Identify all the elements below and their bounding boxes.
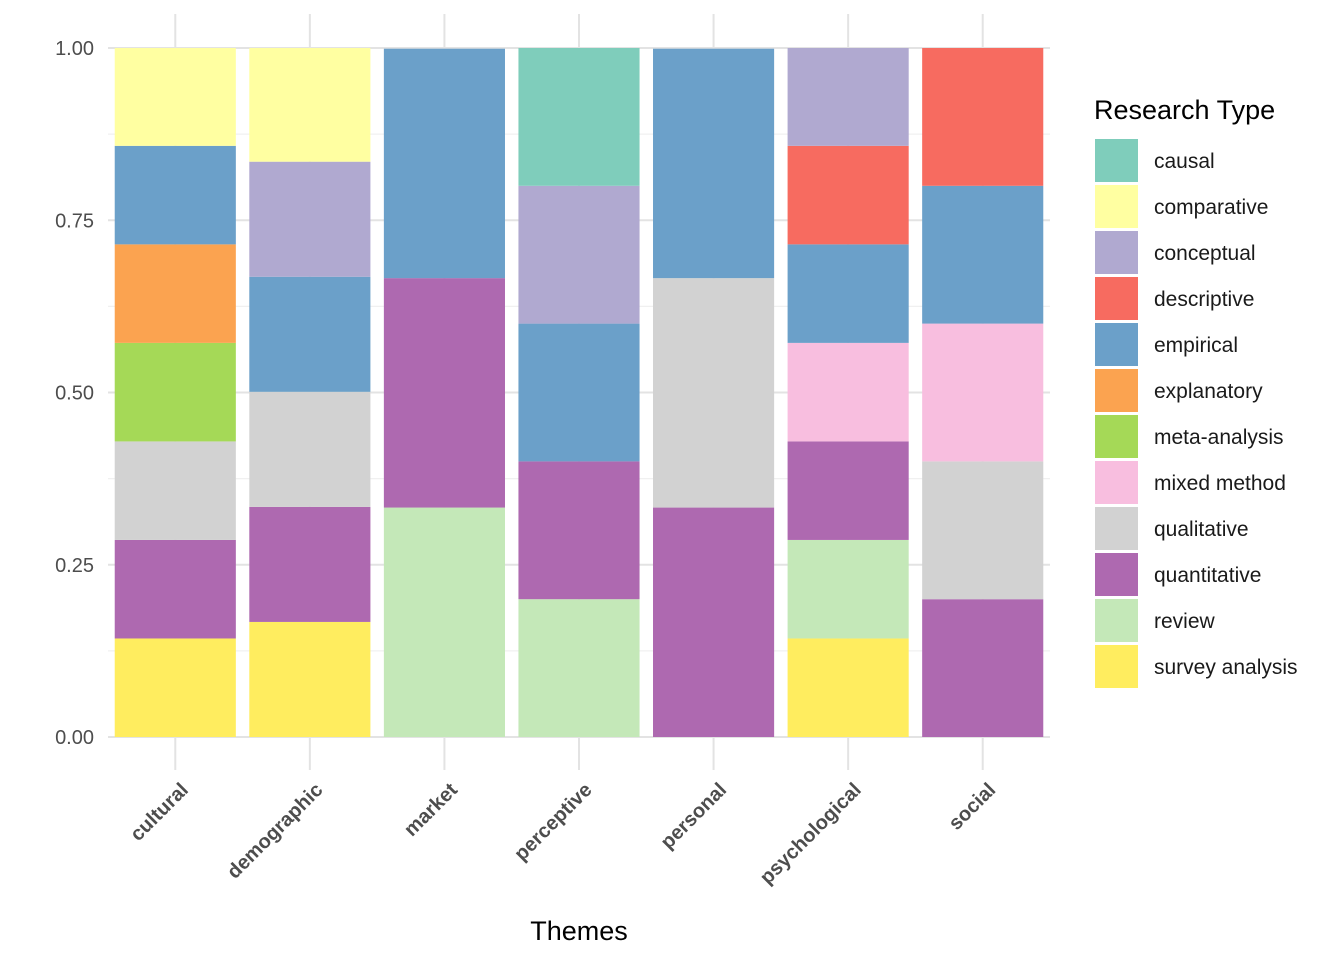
- bar-segment-demographic-empirical: [249, 276, 371, 392]
- bar-segment-demographic-quantitative: [249, 506, 371, 622]
- y-tick-label: 0.00: [55, 727, 94, 749]
- bar-segment-perceptive-review: [518, 599, 640, 737]
- bar-segment-psychological-mixed-method: [787, 342, 909, 442]
- legend-label: descriptive: [1154, 288, 1254, 311]
- bar-segment-personal-quantitative: [653, 507, 775, 737]
- bar-segment-perceptive-causal: [518, 48, 640, 186]
- bar-segment-perceptive-conceptual: [518, 185, 640, 324]
- bar-segment-perceptive-empirical: [518, 323, 640, 462]
- legend-key-causal: [1095, 139, 1138, 182]
- bar-segment-demographic-comparative: [249, 48, 371, 162]
- legend: Research Type causal comparative conceptua…: [1094, 95, 1298, 688]
- legend-key-qualitative: [1095, 507, 1138, 550]
- bar-segment-social-qualitative: [922, 461, 1044, 600]
- legend-key-quantitative: [1095, 553, 1138, 596]
- bar-segment-cultural-survey-analysis: [114, 638, 236, 737]
- x-tick-label-psychological: psychological: [756, 779, 866, 889]
- bar-segment-cultural-qualitative: [114, 441, 236, 540]
- x-tick-label-social: social: [945, 779, 1001, 835]
- bar-segment-demographic-conceptual: [249, 161, 371, 277]
- legend-label: causal: [1154, 150, 1215, 173]
- bar-segment-psychological-empirical: [787, 244, 909, 343]
- bar-segment-psychological-review: [787, 539, 909, 639]
- x-tick-label-personal: personal: [657, 779, 732, 854]
- y-tick-label: 1.00: [55, 38, 94, 60]
- legend-label: mixed method: [1154, 472, 1286, 495]
- legend-key-comparative: [1095, 185, 1138, 228]
- legend-key-explanatory: [1095, 369, 1138, 412]
- bar-segment-perceptive-quantitative: [518, 461, 640, 600]
- bar-segment-market-empirical: [383, 48, 505, 279]
- bar-segment-demographic-survey-analysis: [249, 621, 371, 737]
- bar-segment-personal-empirical: [653, 48, 775, 279]
- legend-title: Research Type: [1094, 95, 1275, 125]
- legend-key-empirical: [1095, 323, 1138, 366]
- legend-label: review: [1154, 610, 1216, 633]
- bar-segment-personal-qualitative: [653, 278, 775, 508]
- legend-label: explanatory: [1154, 380, 1263, 403]
- x-tick-label-perceptive: perceptive: [510, 779, 596, 865]
- bar-segment-cultural-comparative: [114, 48, 236, 146]
- y-tick-label: 0.50: [55, 383, 94, 405]
- legend-key-meta-analysis: [1095, 415, 1138, 458]
- bar-segment-cultural-quantitative: [114, 539, 236, 639]
- y-tick-label: 0.75: [55, 210, 94, 232]
- legend-label: conceptual: [1154, 242, 1256, 265]
- bar-segment-psychological-quantitative: [787, 441, 909, 540]
- bar-segment-demographic-qualitative: [249, 391, 371, 507]
- bar-segment-social-descriptive: [922, 48, 1044, 186]
- x-tick-label-cultural: cultural: [126, 779, 193, 846]
- legend-key-review: [1095, 599, 1138, 642]
- legend-label: empirical: [1154, 334, 1238, 357]
- x-axis-ticks: cultural demographic market perceptive perso…: [126, 779, 1000, 889]
- bar-segment-cultural-explanatory: [114, 244, 236, 343]
- legend-label: survey analysis: [1154, 656, 1298, 679]
- bar-segment-cultural-empirical: [114, 145, 236, 245]
- legend-label: comparative: [1154, 196, 1268, 219]
- legend-label: quantitative: [1154, 564, 1261, 587]
- legend-key-survey-analysis: [1095, 645, 1138, 688]
- legend-label: meta-analysis: [1154, 426, 1284, 449]
- legend-key-descriptive: [1095, 277, 1138, 320]
- legend-label: qualitative: [1154, 518, 1249, 541]
- bar-segment-social-mixed-method: [922, 323, 1044, 462]
- bar-segment-market-quantitative: [383, 278, 505, 508]
- y-tick-label: 0.25: [55, 555, 94, 577]
- bars: [114, 48, 1044, 737]
- legend-items: causal comparative conceptual descriptive em…: [1095, 139, 1298, 688]
- bar-segment-market-review: [383, 507, 505, 737]
- bar-segment-social-empirical: [922, 185, 1044, 324]
- legend-key-conceptual: [1095, 231, 1138, 274]
- bar-segment-social-quantitative: [922, 599, 1044, 737]
- x-axis-title: Themes: [530, 916, 628, 946]
- bar-segment-psychological-conceptual: [787, 48, 909, 146]
- legend-key-mixed-method: [1095, 461, 1138, 504]
- x-tick-label-market: market: [400, 779, 462, 841]
- bar-segment-cultural-meta-analysis: [114, 342, 236, 442]
- x-tick-label-demographic: demographic: [223, 779, 327, 883]
- bar-segment-psychological-descriptive: [787, 145, 909, 245]
- bar-segment-psychological-survey-analysis: [787, 638, 909, 737]
- y-axis-ticks: 0.00 0.25 0.50 0.75 1.00: [55, 38, 94, 749]
